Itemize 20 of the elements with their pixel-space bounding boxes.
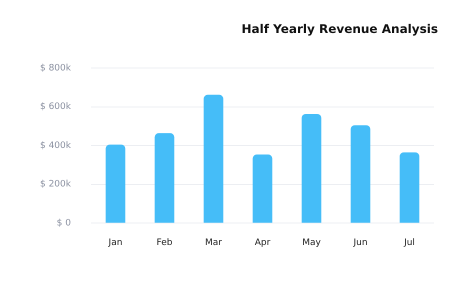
y-tick-label: $ 0 <box>56 218 72 229</box>
bar <box>106 144 126 223</box>
x-tick-label: May <box>302 238 322 248</box>
x-tick-label: Mar <box>204 238 222 248</box>
x-tick-label: Feb <box>156 238 173 248</box>
y-tick-label: $ 800k <box>40 63 72 74</box>
bar <box>400 152 420 223</box>
bar <box>204 94 224 223</box>
x-tick-label: Apr <box>254 238 271 248</box>
y-tick-label: $ 600k <box>40 102 72 112</box>
chart-title: Half Yearly Revenue Analysis <box>241 22 438 36</box>
bar <box>350 125 370 223</box>
y-tick-label: $ 200k <box>40 180 72 190</box>
x-tick-label: Jul <box>403 238 415 248</box>
bar <box>154 133 174 223</box>
y-tick-label: $ 400k <box>40 140 72 151</box>
x-tick-label: Jun <box>352 238 368 248</box>
bar <box>302 114 322 223</box>
x-tick-label: Jan <box>108 238 122 248</box>
bar <box>252 154 272 223</box>
